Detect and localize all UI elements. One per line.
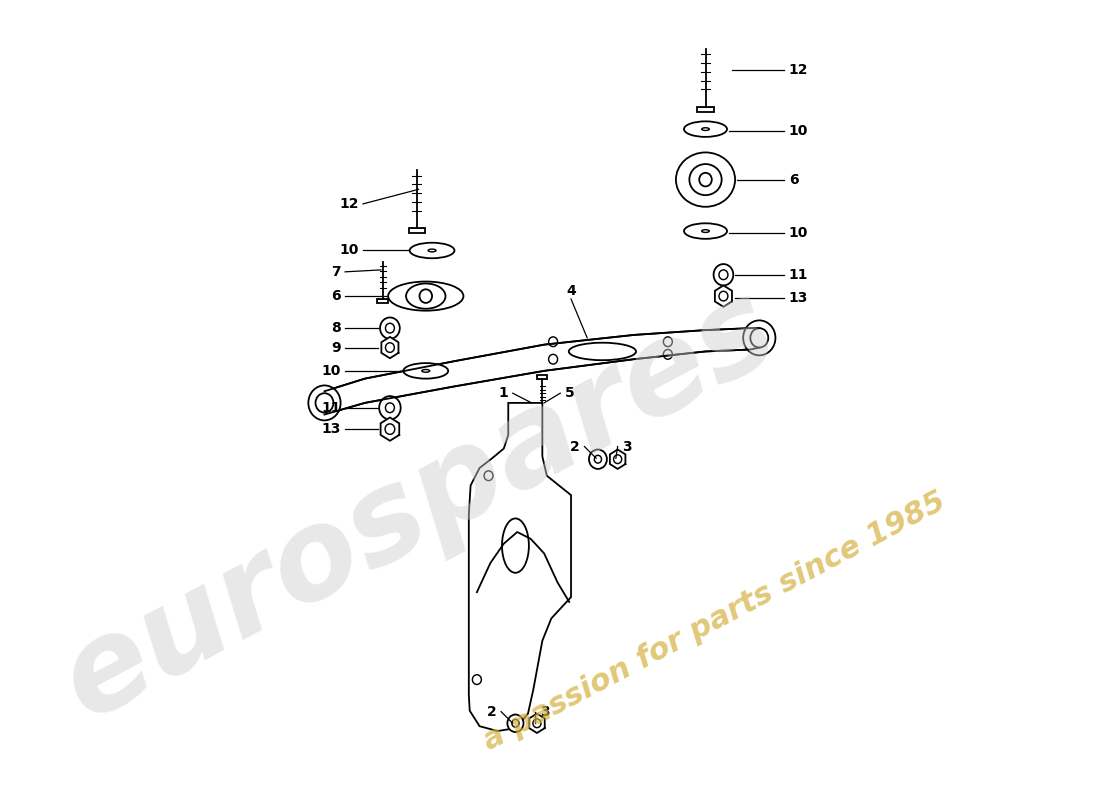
Circle shape	[308, 386, 341, 420]
Polygon shape	[409, 228, 425, 234]
Text: eurospares: eurospares	[42, 266, 796, 744]
Text: 10: 10	[789, 226, 808, 240]
Polygon shape	[609, 450, 626, 469]
Ellipse shape	[569, 342, 636, 360]
Text: 8: 8	[331, 321, 341, 335]
Polygon shape	[538, 375, 547, 378]
Ellipse shape	[404, 363, 448, 378]
Polygon shape	[381, 418, 399, 441]
Circle shape	[700, 173, 712, 186]
Text: 10: 10	[789, 124, 808, 138]
Polygon shape	[529, 714, 544, 733]
Text: 10: 10	[339, 243, 359, 258]
Text: 7: 7	[331, 265, 341, 279]
Text: 4: 4	[566, 284, 576, 298]
Polygon shape	[377, 299, 388, 302]
Text: 12: 12	[339, 197, 359, 211]
Circle shape	[714, 264, 734, 286]
Text: 5: 5	[564, 386, 574, 400]
Ellipse shape	[409, 242, 454, 258]
Polygon shape	[697, 106, 714, 112]
Ellipse shape	[406, 283, 446, 309]
Ellipse shape	[675, 153, 735, 206]
Text: 6: 6	[331, 289, 341, 303]
Text: 13: 13	[321, 422, 341, 436]
Ellipse shape	[502, 518, 529, 573]
Text: 3: 3	[623, 439, 631, 454]
Text: 12: 12	[789, 63, 808, 77]
Text: 2: 2	[487, 705, 496, 718]
Circle shape	[744, 320, 775, 355]
Polygon shape	[324, 328, 759, 414]
Text: a passion for parts since 1985: a passion for parts since 1985	[478, 486, 950, 756]
Polygon shape	[382, 337, 398, 358]
Text: 11: 11	[789, 268, 808, 282]
Circle shape	[419, 290, 432, 303]
Text: 1: 1	[498, 386, 508, 400]
Text: 2: 2	[570, 439, 580, 454]
Ellipse shape	[684, 223, 727, 239]
Polygon shape	[715, 286, 732, 306]
Ellipse shape	[388, 282, 463, 310]
Text: 3: 3	[540, 705, 549, 718]
Text: 10: 10	[321, 364, 341, 378]
Circle shape	[507, 714, 524, 732]
Ellipse shape	[690, 164, 722, 195]
Circle shape	[381, 318, 399, 339]
Circle shape	[379, 396, 400, 419]
Polygon shape	[469, 403, 571, 731]
Circle shape	[588, 450, 607, 469]
Ellipse shape	[684, 122, 727, 137]
Text: 6: 6	[789, 173, 799, 186]
Text: 11: 11	[321, 401, 341, 414]
Text: 13: 13	[789, 291, 808, 305]
Text: 9: 9	[331, 341, 341, 354]
